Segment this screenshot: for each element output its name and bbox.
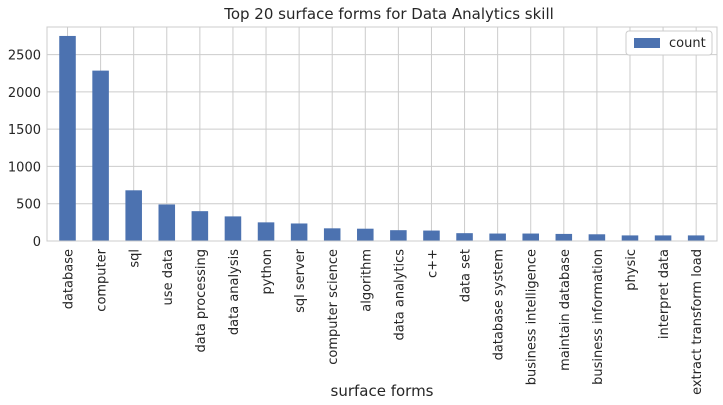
legend-box [625, 30, 713, 56]
bar-9 [357, 228, 374, 241]
y-tick-label: 1000 [8, 160, 41, 175]
bar-19 [687, 235, 705, 241]
x-tick-label: physic [624, 249, 639, 291]
y-axis-ticks: 0 500 1000 1500 2000 2500 [8, 49, 41, 250]
x-tick-label: c++ [425, 249, 440, 278]
x-axis-ticks: database computer sql use data data processi… [62, 248, 706, 395]
plot-frame [46, 26, 718, 242]
x-tick-label: algorithm [359, 249, 374, 312]
x-tick-label: data analytics [392, 249, 407, 341]
bar-11 [423, 230, 440, 241]
x-tick-label: computer [95, 248, 110, 311]
bar-0 [59, 35, 76, 241]
x-tick-label: data analysis [227, 249, 242, 335]
x-tick-label: business intelligence [525, 249, 540, 385]
y-tick-label: 2000 [8, 86, 41, 101]
bar-14 [522, 233, 539, 241]
bar-1 [92, 70, 109, 241]
x-tick-label: extract transform load [690, 249, 705, 395]
x-tick-label: use data [161, 249, 176, 305]
y-tick-label: 1500 [8, 123, 41, 138]
x-tick-label: sql [128, 249, 143, 268]
x-tick-label: sql server [293, 248, 308, 313]
x-axis-label: surface forms [331, 382, 434, 400]
bar-17 [621, 235, 639, 241]
legend: count [625, 30, 713, 56]
x-tick-label: interpret data [657, 249, 672, 339]
bar-15 [555, 233, 573, 241]
x-tick-label: python [260, 249, 275, 294]
bar-7 [290, 223, 308, 241]
x-tick-label: data processing [194, 249, 209, 352]
x-tick-label: database system [492, 249, 507, 360]
legend-label: count [669, 36, 706, 51]
bar-8 [323, 228, 341, 241]
bar-18 [654, 235, 672, 241]
y-tick-label: 500 [16, 198, 41, 213]
x-tick-label: database [62, 249, 77, 309]
bar-3 [158, 204, 176, 241]
x-tick-label: computer science [326, 249, 341, 365]
bar-12 [456, 233, 473, 241]
bar-10 [390, 230, 407, 241]
bar-4 [191, 211, 209, 241]
x-tick-label: maintain database [558, 249, 573, 371]
chart-title: Top 20 surface forms for Data Analytics … [223, 5, 554, 23]
y-tick-label: 0 [33, 235, 41, 250]
bar-6 [257, 222, 275, 241]
legend-swatch [634, 38, 660, 48]
x-tick-label: business information [591, 249, 606, 385]
bar-5 [224, 216, 242, 241]
x-tick-label: data set [459, 249, 474, 302]
bar-13 [489, 233, 506, 241]
y-tick-label: 2500 [8, 49, 41, 64]
grid-layer [47, 27, 717, 242]
bar-2 [125, 190, 142, 241]
bar-layer [59, 35, 705, 241]
bar-16 [588, 234, 606, 241]
